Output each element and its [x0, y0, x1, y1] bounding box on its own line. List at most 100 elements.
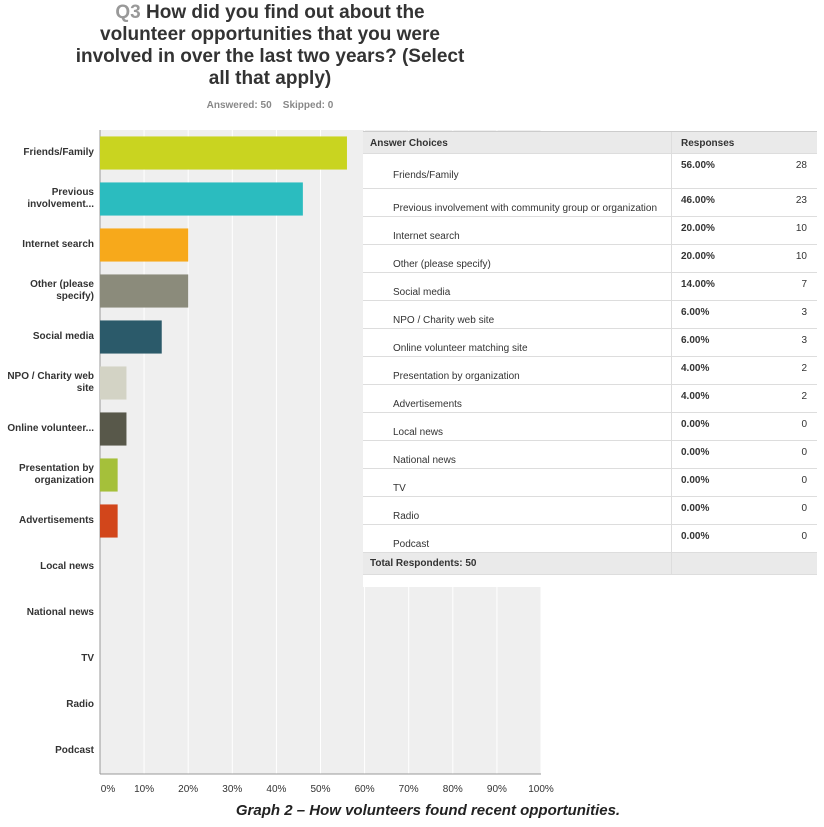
bar — [100, 136, 347, 170]
table-row: Podcast 0.00% 0 — [363, 525, 817, 553]
column-separator — [671, 154, 672, 188]
x-tick-label: 10% — [134, 784, 155, 795]
footer-cell: Total Respondents: 50 — [370, 558, 477, 569]
table-row: Social media 14.00% 7 — [363, 273, 817, 301]
table-row: National news 0.00% 0 — [363, 441, 817, 469]
percent-cell: 46.00% — [681, 195, 715, 206]
choice-cell: Podcast — [393, 539, 430, 550]
count-cell: 10 — [795, 251, 807, 262]
column-separator — [671, 441, 672, 468]
table-row: Friends/Family 56.00% 28 — [363, 154, 817, 189]
column-separator — [671, 497, 672, 524]
choice-cell: Online volunteer matching site — [393, 343, 528, 354]
count-cell: 10 — [795, 223, 807, 234]
choice-cell: Other (please specify) — [393, 259, 491, 270]
table-row: Local news 0.00% 0 — [363, 413, 817, 441]
percent-cell: 14.00% — [681, 279, 715, 290]
count-cell: 0 — [801, 531, 807, 542]
y-tick-label: Previous involvement... — [27, 187, 94, 210]
header-cell: Responses — [681, 138, 735, 149]
y-tick-label: Local news — [40, 561, 94, 572]
x-tick-label: 20% — [178, 784, 199, 795]
x-tick-label: 90% — [486, 784, 507, 795]
table-row: Other (please specify) 20.00% 10 — [363, 245, 817, 273]
column-separator — [671, 217, 672, 244]
x-tick-label: 60% — [354, 784, 375, 795]
percent-cell: 0.00% — [681, 503, 710, 514]
column-separator — [671, 245, 672, 272]
count-cell: 7 — [801, 279, 807, 290]
header-cell: Answer Choices — [370, 138, 448, 149]
percent-cell: 20.00% — [681, 251, 715, 262]
count-cell: 2 — [801, 363, 807, 374]
x-tick-label: 0% — [100, 784, 116, 795]
column-separator — [671, 132, 672, 153]
table-row: Internet search 20.00% 10 — [363, 217, 817, 245]
choice-cell: Previous involvement with community grou… — [393, 203, 658, 214]
choice-cell: Presentation by organization — [393, 371, 520, 382]
y-tick-label: NPO / Charity web site — [7, 371, 94, 394]
bar — [100, 366, 127, 400]
percent-cell: 20.00% — [681, 223, 715, 234]
percent-cell: 0.00% — [681, 531, 710, 542]
percent-cell: 4.00% — [681, 363, 710, 374]
percent-cell: 6.00% — [681, 307, 710, 318]
bar — [100, 412, 127, 446]
y-tick-label: Presentation by organization — [18, 463, 94, 486]
count-cell: 2 — [801, 391, 807, 402]
table-row: Online volunteer matching site 6.00% 3 — [363, 329, 817, 357]
y-tick-label: Radio — [66, 699, 94, 710]
percent-cell: 6.00% — [681, 335, 710, 346]
choice-cell: TV — [393, 483, 406, 494]
answered: Answered: 50 — [206, 100, 272, 111]
choice-cell: Radio — [393, 511, 420, 522]
question-number: Q3 — [115, 2, 141, 23]
y-tick-label: Online volunteer... — [7, 423, 94, 434]
column-separator — [671, 189, 672, 216]
column-separator — [671, 385, 672, 412]
table-row: Radio 0.00% 0 — [363, 497, 817, 525]
choice-cell: NPO / Charity web site — [393, 315, 495, 326]
y-tick-label: Advertisements — [18, 515, 94, 526]
choice-cell: Local news — [393, 427, 444, 438]
choice-cell: Friends/Family — [393, 170, 459, 181]
y-tick-label: Internet search — [22, 239, 94, 250]
count-cell: 0 — [801, 447, 807, 458]
count-cell: 3 — [801, 335, 807, 346]
percent-cell: 0.00% — [681, 419, 710, 430]
y-tick-label: TV — [81, 653, 94, 664]
column-separator — [671, 525, 672, 552]
skipped: Skipped: 0 — [282, 100, 334, 111]
percent-cell: 0.00% — [681, 447, 710, 458]
column-separator — [671, 357, 672, 384]
count-cell: 23 — [795, 195, 807, 206]
x-tick-label: 40% — [266, 784, 287, 795]
table-row: Presentation by organization 4.00% 2 — [363, 357, 817, 385]
column-separator — [671, 553, 672, 574]
count-cell: 3 — [801, 307, 807, 318]
x-tick-label: 70% — [398, 784, 419, 795]
response-table: Answer Choices Responses Friends/Family 56.… — [363, 131, 817, 587]
column-separator — [671, 329, 672, 356]
caption: Graph 2 – How volunteers found recent op… — [235, 802, 621, 819]
y-tick-label: Friends/Family — [23, 147, 94, 158]
bar — [100, 504, 118, 538]
bar — [100, 320, 162, 354]
count-cell: 0 — [801, 475, 807, 486]
count-cell: 0 — [801, 503, 807, 514]
bar — [100, 274, 189, 308]
y-tick-label: Other (please specify) — [30, 279, 94, 302]
response-meta: Answered: 50 Skipped: 0 — [70, 100, 470, 111]
column-separator — [671, 469, 672, 496]
chart-title-block: Q3 How did you find out about the volunt… — [70, 2, 470, 90]
table-header: Answer Choices Responses — [363, 132, 817, 154]
x-tick-label: 30% — [222, 784, 243, 795]
bar — [100, 182, 303, 216]
choice-cell: Social media — [393, 287, 451, 298]
table-row: NPO / Charity web site 6.00% 3 — [363, 301, 817, 329]
percent-cell: 4.00% — [681, 391, 710, 402]
table-row: TV 0.00% 0 — [363, 469, 817, 497]
column-separator — [671, 413, 672, 440]
choice-cell: Internet search — [393, 231, 460, 242]
